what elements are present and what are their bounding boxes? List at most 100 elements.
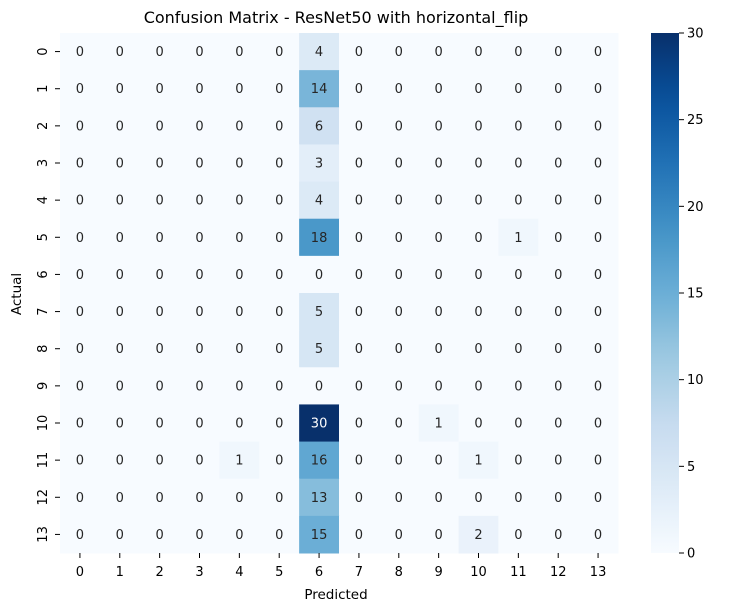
heatmap-cell <box>139 181 181 220</box>
heatmap-cell <box>498 218 539 257</box>
x-tick-label: 4 <box>235 565 243 580</box>
x-tick-label: 12 <box>550 565 567 580</box>
heatmap-cell <box>259 293 300 331</box>
cell-annotation: 0 <box>76 231 84 246</box>
x-tick-label: 8 <box>395 565 403 580</box>
heatmap-cell <box>219 218 260 257</box>
cell-annotation: 0 <box>355 231 363 246</box>
heatmap-cell <box>299 144 340 183</box>
heatmap-cell <box>458 33 499 71</box>
cell-annotation: 0 <box>514 157 522 172</box>
heatmap-cell <box>339 404 380 443</box>
cell-annotation: 0 <box>474 268 482 283</box>
cell-annotation: 0 <box>156 342 164 357</box>
heatmap-cell <box>498 441 539 480</box>
cell-annotation: 0 <box>315 379 323 394</box>
heatmap-cell <box>219 404 260 443</box>
heatmap-cell <box>179 181 220 220</box>
cell-annotation: 0 <box>156 157 164 172</box>
cell-annotation: 0 <box>195 194 203 209</box>
cell-annotation: 0 <box>395 528 403 543</box>
cell-annotation: 0 <box>554 417 562 432</box>
cell-annotation: 0 <box>235 194 243 209</box>
cell-annotation: 0 <box>195 45 203 60</box>
heatmap-cell <box>538 478 579 517</box>
heatmap-cell <box>219 144 260 183</box>
heatmap-cell <box>299 330 340 368</box>
cell-annotation: 0 <box>275 491 283 506</box>
heatmap-cell <box>299 441 340 480</box>
y-tick-label: 1 <box>36 85 51 93</box>
heatmap-cell <box>418 181 460 220</box>
y-tick-label: 10 <box>36 415 51 432</box>
cell-annotation: 1 <box>474 454 482 469</box>
cell-annotation: 0 <box>275 454 283 469</box>
heatmap-cell <box>299 293 340 331</box>
heatmap-cell <box>219 478 260 517</box>
cell-annotation: 0 <box>195 454 203 469</box>
heatmap-cell <box>179 255 220 294</box>
y-tick-label: 4 <box>36 196 51 204</box>
heatmap-cell <box>458 330 499 368</box>
x-axis-label: Predicted <box>304 587 367 603</box>
cell-annotation: 0 <box>395 45 403 60</box>
chart-title: Confusion Matrix - ResNet50 with horizon… <box>144 8 529 28</box>
heatmap-cell <box>458 441 499 480</box>
heatmap-cell <box>299 218 340 257</box>
cell-annotation: 0 <box>76 268 84 283</box>
heatmap-cell <box>99 70 141 108</box>
heatmap-cell <box>139 330 181 368</box>
heatmap-cell <box>418 441 460 480</box>
heatmap-cell <box>339 478 380 517</box>
cell-annotation: 0 <box>474 379 482 394</box>
heatmap-cell <box>339 330 380 368</box>
heatmap-cell <box>60 441 101 480</box>
heatmap-cell <box>458 515 499 554</box>
cell-annotation: 0 <box>554 231 562 246</box>
heatmap-cell <box>219 181 260 220</box>
heatmap-cell <box>578 441 619 480</box>
heatmap-cell <box>578 404 619 443</box>
heatmap-cell <box>99 478 141 517</box>
cell-annotation: 0 <box>116 305 124 320</box>
heatmap-cell <box>139 33 181 71</box>
heatmap-cell <box>418 255 460 294</box>
cell-annotation: 0 <box>554 45 562 60</box>
heatmap-cell <box>60 255 101 294</box>
heatmap-cell <box>578 107 619 145</box>
heatmap-cell <box>458 218 499 257</box>
heatmap-cell <box>99 144 141 183</box>
cell-annotation: 0 <box>195 379 203 394</box>
cell-annotation: 0 <box>76 491 84 506</box>
heatmap-cell <box>378 144 420 183</box>
colorbar-tick-label: 25 <box>687 113 704 128</box>
cell-annotation: 0 <box>275 528 283 543</box>
heatmap-cell <box>498 33 539 71</box>
heatmap-cell <box>60 218 101 257</box>
heatmap-cell <box>378 107 420 145</box>
cell-annotation: 0 <box>395 454 403 469</box>
colorbar-tick-label: 30 <box>687 27 704 42</box>
cell-annotation: 0 <box>76 417 84 432</box>
heatmap-cell <box>538 181 579 220</box>
x-tick-label: 7 <box>355 565 363 580</box>
heatmap-cell <box>578 367 619 405</box>
cell-annotation: 0 <box>156 231 164 246</box>
cell-annotation: 0 <box>435 305 443 320</box>
heatmap-cell <box>259 255 300 294</box>
y-tick-label: 12 <box>36 489 51 506</box>
cell-annotation: 0 <box>195 342 203 357</box>
cell-annotation: 6 <box>315 119 323 134</box>
heatmap-cell <box>299 515 340 554</box>
cell-annotation: 0 <box>594 491 602 506</box>
cell-annotation: 0 <box>235 379 243 394</box>
cell-annotation: 0 <box>116 82 124 97</box>
cell-annotation: 0 <box>594 231 602 246</box>
heatmap-cell <box>219 107 260 145</box>
heatmap-cell <box>498 515 539 554</box>
colorbar-tick-label: 0 <box>687 547 695 562</box>
y-tick-label: 13 <box>36 526 51 543</box>
heatmap-cell <box>418 144 460 183</box>
heatmap-cell <box>60 330 101 368</box>
heatmap-cell <box>299 33 340 71</box>
